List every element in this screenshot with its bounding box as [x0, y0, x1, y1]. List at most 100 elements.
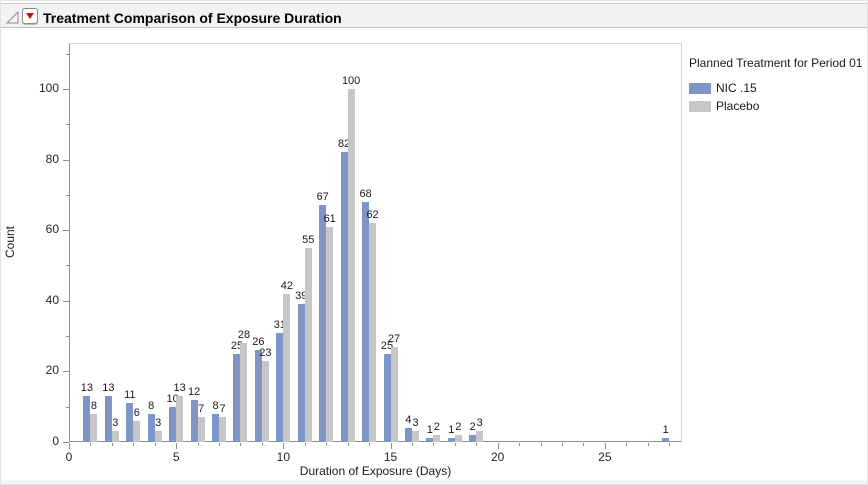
x-minor-tick [347, 443, 349, 446]
bar-nic15[interactable] [254, 350, 262, 442]
y-tick-label: 20 [45, 363, 59, 378]
x-major-tick [69, 443, 70, 449]
bar-label: 4 [405, 414, 412, 426]
bar-nic15[interactable] [147, 414, 155, 442]
bar-nic15[interactable] [319, 205, 327, 442]
legend-label: Placebo [716, 99, 760, 113]
bar-label: 3 [412, 417, 419, 429]
x-minor-tick [519, 443, 521, 446]
bar-placebo[interactable] [454, 435, 462, 442]
bar-nic15[interactable] [190, 400, 198, 442]
bar-nic15[interactable] [126, 403, 134, 442]
x-minor-tick [304, 443, 306, 446]
x-tick-label: 10 [276, 450, 290, 464]
bar-label: 28 [237, 329, 251, 341]
y-tick-label: 100 [38, 80, 59, 95]
bar-label: 1 [662, 424, 669, 436]
bar-label: 25 [380, 340, 394, 352]
legend-swatch [689, 100, 711, 112]
bar-nic15[interactable] [662, 438, 670, 442]
x-minor-tick [326, 443, 328, 446]
x-tick-label: 5 [172, 450, 180, 464]
bar-placebo[interactable] [433, 435, 441, 442]
y-major-tick [63, 300, 69, 302]
bar-label: 2 [433, 421, 440, 433]
bar-label: 82 [338, 138, 351, 150]
x-major-tick [283, 443, 285, 449]
bar-placebo[interactable] [283, 294, 291, 442]
y-tick-label: 80 [45, 151, 59, 166]
bar-placebo[interactable] [240, 343, 248, 442]
bar-label: 55 [302, 234, 315, 246]
x-minor-tick [111, 443, 113, 446]
outline-collapse-icon[interactable] [6, 11, 19, 24]
bar-placebo[interactable] [133, 421, 141, 442]
bar-placebo[interactable] [90, 414, 98, 442]
x-minor-tick [583, 443, 585, 446]
y-minor-tick [66, 406, 69, 408]
bar-placebo[interactable] [390, 347, 398, 442]
x-tick-label: 15 [383, 450, 398, 464]
bar-placebo[interactable] [411, 431, 419, 442]
y-tick-label: 0 [52, 434, 59, 448]
bar-placebo[interactable] [369, 223, 377, 442]
bar-nic15[interactable] [383, 354, 391, 442]
bar-label: 7 [198, 403, 205, 415]
bar-placebo[interactable] [154, 431, 162, 442]
x-minor-tick [154, 443, 156, 446]
bar-placebo[interactable] [111, 431, 119, 442]
legend-title: Planned Treatment for Period 01 [689, 56, 863, 70]
bar-nic15[interactable] [297, 304, 305, 442]
x-minor-tick [261, 443, 263, 446]
y-minor-tick [66, 194, 69, 196]
y-minor-tick [66, 53, 69, 55]
bar-label: 62 [366, 209, 379, 221]
bar-label: 8 [90, 400, 97, 412]
bar-nic15[interactable] [212, 414, 220, 442]
bar-placebo[interactable] [197, 417, 205, 442]
x-minor-tick [454, 443, 456, 446]
bar-placebo[interactable] [476, 431, 484, 442]
bar-nic15[interactable] [447, 438, 455, 442]
bar-placebo[interactable] [304, 248, 312, 442]
bar-label: 1 [448, 424, 455, 436]
x-minor-tick [219, 443, 221, 446]
x-minor-tick [626, 443, 628, 446]
bar-nic15[interactable] [276, 333, 284, 442]
legend-item-nic-15[interactable]: NIC .15 [689, 79, 865, 97]
bar-nic15[interactable] [233, 354, 241, 442]
x-major-tick [390, 443, 392, 449]
bar-placebo[interactable] [347, 89, 355, 442]
x-axis-title: Duration of Exposure (Days) [299, 464, 452, 478]
bar-nic15[interactable] [362, 202, 370, 442]
x-minor-tick [369, 443, 371, 446]
legend-item-placebo[interactable]: Placebo [689, 97, 865, 115]
legend-label: NIC .15 [716, 81, 757, 95]
bar-placebo[interactable] [326, 227, 334, 442]
y-major-tick [63, 159, 69, 161]
bar-nic15[interactable] [404, 428, 412, 442]
bar-placebo[interactable] [176, 396, 184, 442]
bottom-strip [1, 480, 867, 484]
x-major-tick [176, 443, 178, 449]
bar-nic15[interactable] [469, 435, 477, 442]
legend-swatch [689, 82, 711, 94]
bar-nic15[interactable] [169, 407, 177, 442]
bar-placebo[interactable] [261, 361, 269, 442]
bar-nic15[interactable] [426, 438, 434, 442]
x-minor-tick [561, 443, 563, 446]
y-axis-title: Count [3, 225, 17, 258]
x-minor-tick [90, 443, 92, 446]
bar-nic15[interactable] [340, 152, 348, 442]
y-tick-label: 40 [45, 292, 59, 307]
red-triangle-menu-button[interactable] [22, 8, 38, 24]
bar-nic15[interactable] [104, 396, 112, 442]
report-title: Treatment Comparison of Exposure Duratio… [43, 10, 342, 26]
bar-label: 13 [80, 382, 94, 394]
bar-nic15[interactable] [83, 396, 91, 442]
y-minor-tick [66, 265, 69, 267]
x-minor-tick [647, 443, 649, 446]
bar-placebo[interactable] [219, 417, 227, 442]
bar-label: 13 [102, 382, 115, 394]
bar-label: 42 [280, 280, 293, 292]
